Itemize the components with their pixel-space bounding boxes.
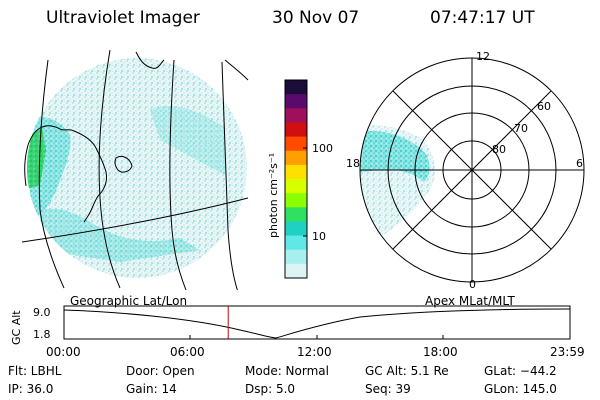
image-date: 30 Nov 07 [272, 8, 360, 28]
colorbar-band [285, 164, 307, 180]
status-gc-alt: GC Alt: 5.1 Re [365, 364, 449, 378]
orbit-altitude-curve [63, 308, 571, 339]
polar-plot-panel: 12 18 6 0 60 70 80 [346, 50, 585, 291]
status-glon: GLon: 145.0 [484, 382, 557, 396]
mlt-label-dawn: 6 [576, 157, 583, 170]
colorbar-band [285, 150, 307, 166]
status-gain: Gain: 14 [126, 382, 177, 396]
mlt-label-midnight: 0 [469, 278, 476, 291]
coastline-northeast [224, 59, 249, 81]
image-time: 07:47:17 UT [430, 8, 535, 28]
polar-spoke [392, 90, 552, 250]
colorbar-gradient [285, 80, 307, 279]
polar-auroral-oval [360, 131, 430, 182]
status-mode: Mode: Normal [245, 364, 329, 378]
colorbar-tick-label-100: 100 [312, 142, 333, 155]
colorbar-band [285, 108, 307, 124]
mlat-label-70: 70 [514, 122, 528, 135]
status-ip: IP: 36.0 [8, 382, 54, 396]
colorbar-band [285, 136, 307, 152]
colorbar: 100 10 photon cm⁻²s⁻¹ [267, 79, 333, 279]
colorbar-band [285, 80, 307, 95]
mlat-label-60: 60 [537, 100, 551, 113]
polar-label: Apex MLat/MLT [425, 294, 515, 308]
coastline-mainland [27, 125, 107, 223]
mlt-label-noon: 12 [476, 50, 490, 63]
alt-plot-frame [63, 305, 571, 340]
geographic-map-panel [21, 49, 249, 290]
alt-ytick-min: 1.8 [33, 328, 51, 341]
meridian [38, 59, 65, 289]
colorbar-band [285, 94, 307, 109]
coastline-west [24, 144, 29, 187]
auroral-emission-east [150, 106, 225, 175]
geographic-label: Geographic Lat/Lon [70, 294, 188, 308]
alt-plot-ylabel: GC Alt [10, 310, 23, 345]
alt-xtick-label: 12:00 [297, 345, 332, 359]
colorbar-band [285, 193, 307, 208]
status-door: Door: Open [126, 364, 195, 378]
mlat-label-80: 80 [492, 143, 506, 156]
colorbar-band [285, 179, 307, 194]
mlt-label-dusk: 18 [346, 157, 360, 170]
altitude-timeline: GC Alt 9.0 1.8 [10, 305, 571, 345]
alt-xtick-label: 18:00 [423, 345, 458, 359]
parallel-line [21, 197, 249, 243]
colorbar-band [285, 249, 307, 265]
colorbar-band [285, 221, 307, 237]
colorbar-band [285, 122, 307, 138]
colorbar-frame [284, 79, 308, 279]
coastline-island [114, 155, 133, 173]
colorbar-tick-label-10: 10 [312, 230, 326, 243]
coastline-north [135, 51, 165, 69]
alt-xtick-label: 23:59 [550, 345, 585, 359]
status-dsp: Dsp: 5.0 [245, 382, 296, 396]
alt-xtick-label: 00:00 [46, 345, 81, 359]
status-filter: Flt: LBHL [8, 364, 62, 378]
alt-ytick-max: 9.0 [33, 306, 51, 319]
colorbar-band [285, 263, 307, 279]
alt-xtick-label: 06:00 [170, 345, 205, 359]
auroral-emission-south [40, 208, 200, 262]
meridian [98, 49, 121, 289]
colorbar-unit-label: photon cm⁻²s⁻¹ [267, 153, 280, 238]
instrument-title: Ultraviolet Imager [46, 8, 200, 28]
status-seq: Seq: 39 [365, 382, 411, 396]
colorbar-band [285, 207, 307, 223]
colorbar-band [285, 235, 307, 251]
meridian [169, 59, 187, 290]
meridian [221, 61, 238, 290]
status-glat: GLat: −44.2 [484, 364, 557, 378]
